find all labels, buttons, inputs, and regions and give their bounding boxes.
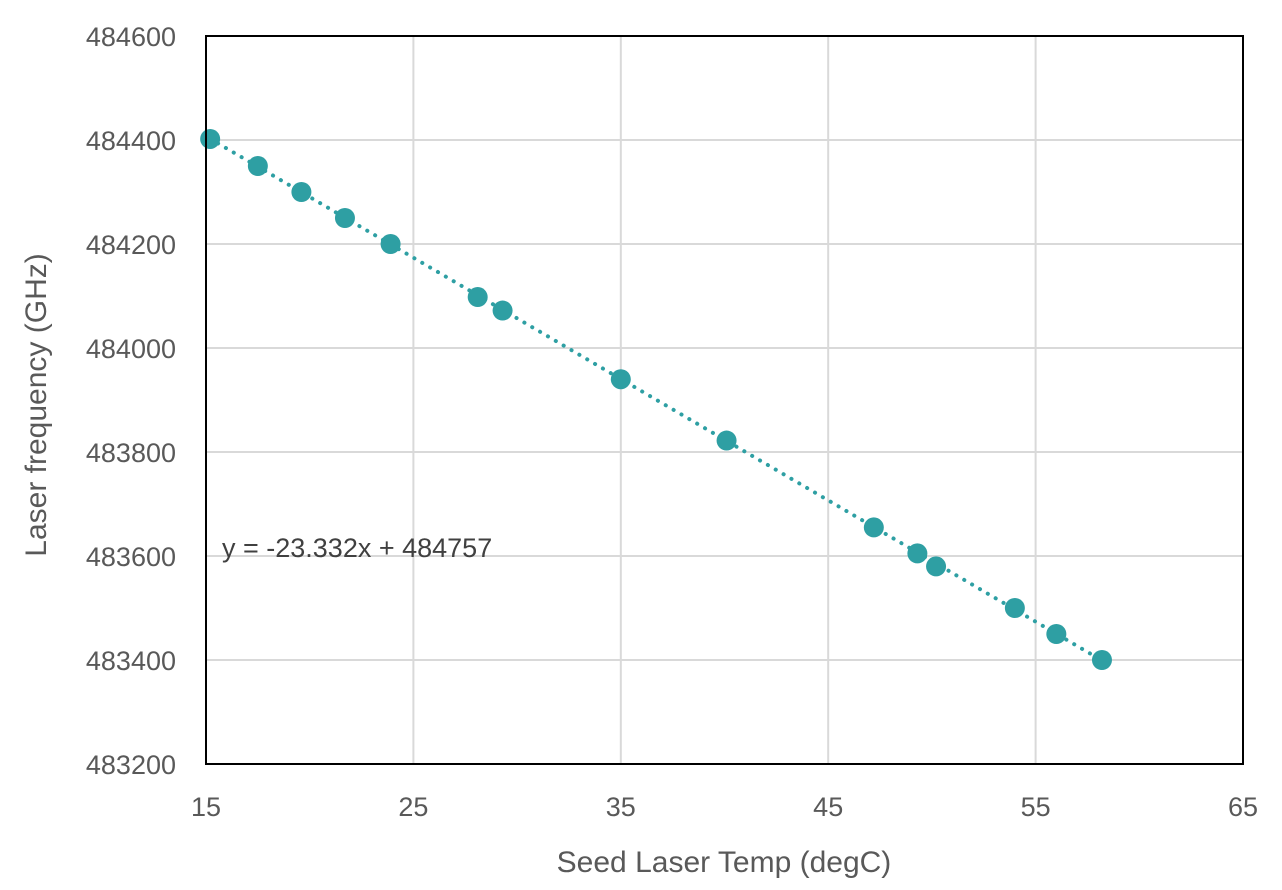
x-tick-label: 45 [813, 792, 843, 822]
y-tick-label: 483200 [86, 750, 176, 780]
y-tick-label: 483600 [86, 542, 176, 572]
y-axis-ticks: 483200 483400 483600 483800 484000 484200 4844… [86, 22, 176, 780]
x-tick-label: 65 [1228, 792, 1258, 822]
y-axis-title: Laser frequency (GHz) [20, 253, 53, 556]
x-axis-ticks: 15 25 35 45 55 65 [191, 792, 1258, 822]
y-tick-label: 484600 [86, 22, 176, 52]
x-tick-label: 55 [1021, 792, 1051, 822]
data-point [610, 369, 631, 390]
data-point [863, 517, 884, 538]
x-axis-title: Seed Laser Temp (degC) [557, 846, 892, 879]
data-point [467, 287, 488, 308]
data-point [1091, 650, 1112, 670]
trendline-group [208, 136, 1104, 663]
trendline [208, 136, 1104, 663]
data-point [247, 156, 268, 176]
data-point [1004, 598, 1025, 618]
y-tick-label: 483400 [86, 646, 176, 676]
plot-area-border [205, 35, 1244, 765]
y-tick-label: 484200 [86, 230, 176, 260]
data-point [492, 300, 513, 321]
data-point [716, 430, 737, 451]
gridlines [205, 35, 1244, 765]
data-point [334, 208, 355, 228]
y-tick-label: 484400 [86, 126, 176, 156]
y-tick-label: 483800 [86, 438, 176, 468]
y-tick-label: 484000 [86, 334, 176, 364]
trendline-equation: y = -23.332x + 484757 [222, 533, 492, 563]
data-point [907, 543, 928, 564]
data-point [1046, 624, 1067, 644]
x-tick-label: 15 [191, 792, 221, 822]
data-point [200, 128, 221, 149]
data-point [291, 182, 312, 202]
x-tick-label: 25 [398, 792, 428, 822]
data-point [926, 556, 947, 577]
data-point [380, 234, 401, 254]
data-points [200, 128, 1112, 670]
x-tick-label: 35 [606, 792, 636, 822]
